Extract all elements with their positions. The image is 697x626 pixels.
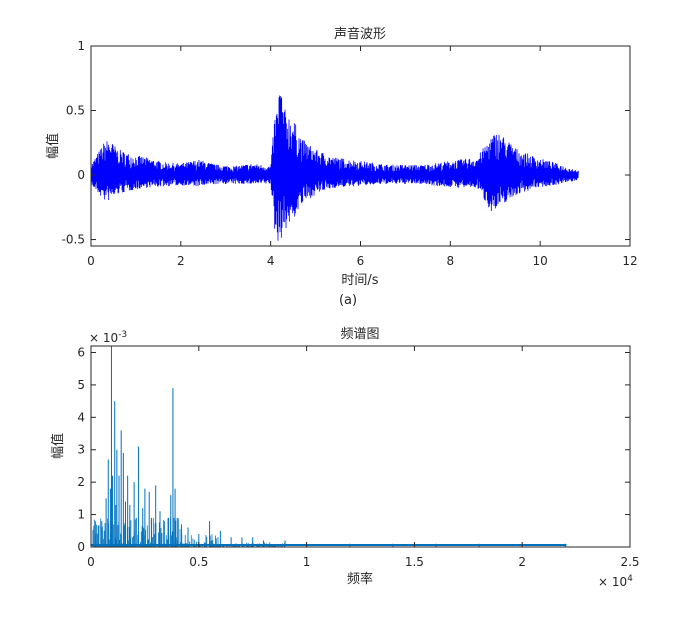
- waveform-x-tick-label: 8: [447, 254, 455, 268]
- spectrum-ylabel: 幅值: [50, 433, 66, 459]
- waveform-x-tick-label: 4: [267, 254, 275, 268]
- waveform-x-ticks: 0 2 4 6 8 10 12: [87, 46, 638, 268]
- waveform-x-tick-label: 2: [177, 254, 185, 268]
- spectrum-x-tick-label: 1.5: [405, 555, 424, 569]
- spectrum-x-tick-label: 2.5: [620, 555, 639, 569]
- spectrum-x-exponent: × 104: [598, 574, 633, 589]
- spectrum-x-tick-label: 0.5: [189, 555, 208, 569]
- waveform-x-tick-label: 6: [357, 254, 365, 268]
- spectrum-y-tick-label: 1: [77, 508, 85, 522]
- waveform-y-tick-label: -0.5: [62, 233, 85, 247]
- waveform-trace: [90, 95, 579, 241]
- spectrum-x-tick-label: 1: [303, 555, 311, 569]
- spectrum-y-tick-label: 0: [77, 540, 85, 554]
- waveform-plot-area: [91, 46, 630, 246]
- spectrum-y-tick-label: 2: [77, 475, 85, 489]
- waveform-y-tick-label: 1: [77, 39, 85, 53]
- spectrum-y-tick-label: 5: [77, 378, 85, 392]
- waveform-xlabel: 时间/s: [341, 273, 378, 288]
- waveform-x-tick-label: 10: [533, 254, 548, 268]
- spectrum-frame: [90, 345, 631, 548]
- waveform-y-tick-label: 0.5: [66, 104, 85, 118]
- spectrum-title: 频谱图: [340, 327, 379, 342]
- spectrum-xlabel: 频率: [347, 571, 373, 587]
- waveform-chart: 声音波形 0 2 4 6 8 10 12 10.50-0.5 时间/s 幅值: [45, 26, 638, 288]
- spectrum-y-tick-label: 3: [77, 443, 85, 457]
- subfigure-caption: (a): [339, 293, 357, 308]
- spectrum-x-tick-label: 2: [518, 555, 526, 569]
- waveform-line: [90, 95, 579, 241]
- spectrum-plot-area: [91, 346, 630, 547]
- spectrum-x-tick-label: 0: [87, 555, 95, 569]
- waveform-ylabel: 幅值: [45, 133, 61, 159]
- waveform-x-tick-label: 0: [87, 254, 95, 268]
- waveform-y-tick-label: 0: [77, 168, 85, 182]
- spectrum-y-tick-label: 6: [77, 345, 85, 359]
- waveform-title: 声音波形: [334, 26, 386, 42]
- spectrum-trace: [91, 346, 567, 547]
- waveform-y-ticks: 1 0.5 0 -0.5: [62, 39, 630, 247]
- spectrum-y-tick-label: 4: [77, 410, 85, 424]
- spectrum-chart: 频谱图 0 0.5 1 1.5 2 2.5 6 5 4 3 2 1 0 × 10-3 × 104 频率…: [50, 327, 640, 589]
- waveform-x-tick-label: 12: [622, 254, 637, 268]
- spectrum-x-ticks: 0 0.5 1 1.5 2 2.5: [87, 346, 640, 569]
- spectrum-y-ticks: 6 5 4 3 2 1 0: [77, 345, 630, 554]
- spectrum-y-exponent: × 10-3: [89, 330, 127, 345]
